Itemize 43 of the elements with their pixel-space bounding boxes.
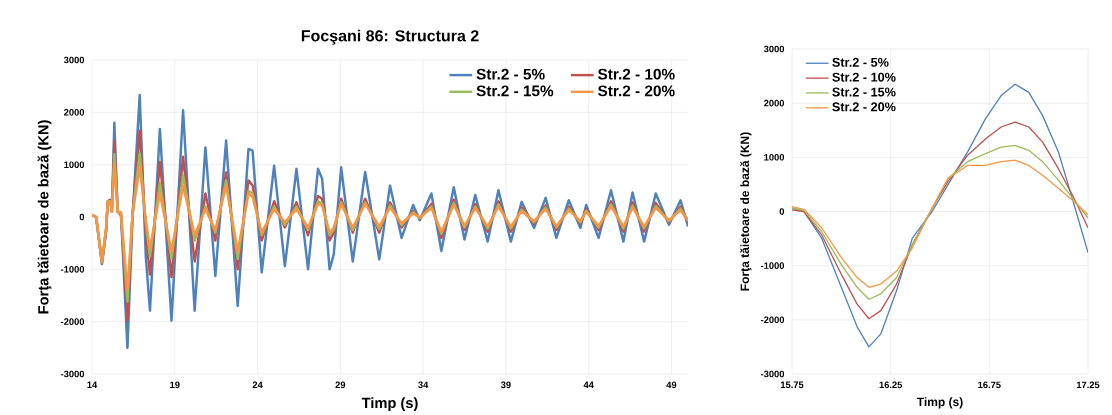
line-series xyxy=(792,83,1089,348)
legend-label: Str.2 - 5% xyxy=(832,57,889,67)
x-tick-label: 34 xyxy=(418,381,429,388)
y-tick-label: -3000 xyxy=(760,370,785,378)
chart-title: Focşani 86: Structura 2 xyxy=(301,29,479,45)
x-tick-label: 16.25 xyxy=(879,381,903,388)
y-tick-label: -3000 xyxy=(60,370,85,378)
y-tick-label: -1000 xyxy=(60,265,85,273)
y-tick-label: -2000 xyxy=(60,318,85,325)
y-tick-label: 2000 xyxy=(64,108,85,116)
x-tick-label: 14 xyxy=(87,381,98,388)
y-tick-label: 1000 xyxy=(64,161,85,168)
legend-label: Str.2 - 20% xyxy=(832,102,896,112)
y-axis-title: Forţa tăietoare de bază (KN) xyxy=(740,132,752,291)
line-series xyxy=(792,159,1089,288)
x-axis-title: Timp (s) xyxy=(916,397,963,409)
y-tick-label: -1000 xyxy=(760,262,785,269)
x-tick-label: 16.75 xyxy=(978,381,1001,388)
y-axis-title: Forţa tăietoare de bază (KN) xyxy=(37,120,52,314)
line-series xyxy=(792,144,1089,300)
y-tick-label: 0 xyxy=(779,207,785,215)
x-tick-label: 17.25 xyxy=(1076,381,1100,388)
legend-label: Str.2 - 5% xyxy=(476,68,545,80)
y-tick-label: 0 xyxy=(79,213,85,221)
y-tick-label: -2000 xyxy=(760,316,785,323)
x-tick-label: 29 xyxy=(335,381,346,388)
x-tick-label: 15.75 xyxy=(780,381,804,388)
legend-label: Str.2 - 10% xyxy=(832,72,896,82)
y-tick-label: 1000 xyxy=(764,153,785,161)
legend-label: Str.2 - 15% xyxy=(476,85,554,97)
line-series xyxy=(92,163,688,292)
x-tick-label: 39 xyxy=(500,381,511,388)
legend-label: Str.2 - 20% xyxy=(597,85,675,97)
legend-label: Str.2 - 15% xyxy=(832,87,896,97)
x-tick-label: 19 xyxy=(170,381,180,388)
x-tick-label: 24 xyxy=(252,381,263,388)
x-tick-label: 44 xyxy=(583,381,594,388)
y-tick-label: 2000 xyxy=(764,99,785,107)
x-tick-label: 49 xyxy=(666,381,677,388)
x-axis-title: Timp (s) xyxy=(361,397,418,411)
y-tick-label: 3000 xyxy=(763,45,785,53)
legend-label: Str.2 - 10% xyxy=(597,68,675,80)
y-tick-label: 3000 xyxy=(63,56,85,64)
